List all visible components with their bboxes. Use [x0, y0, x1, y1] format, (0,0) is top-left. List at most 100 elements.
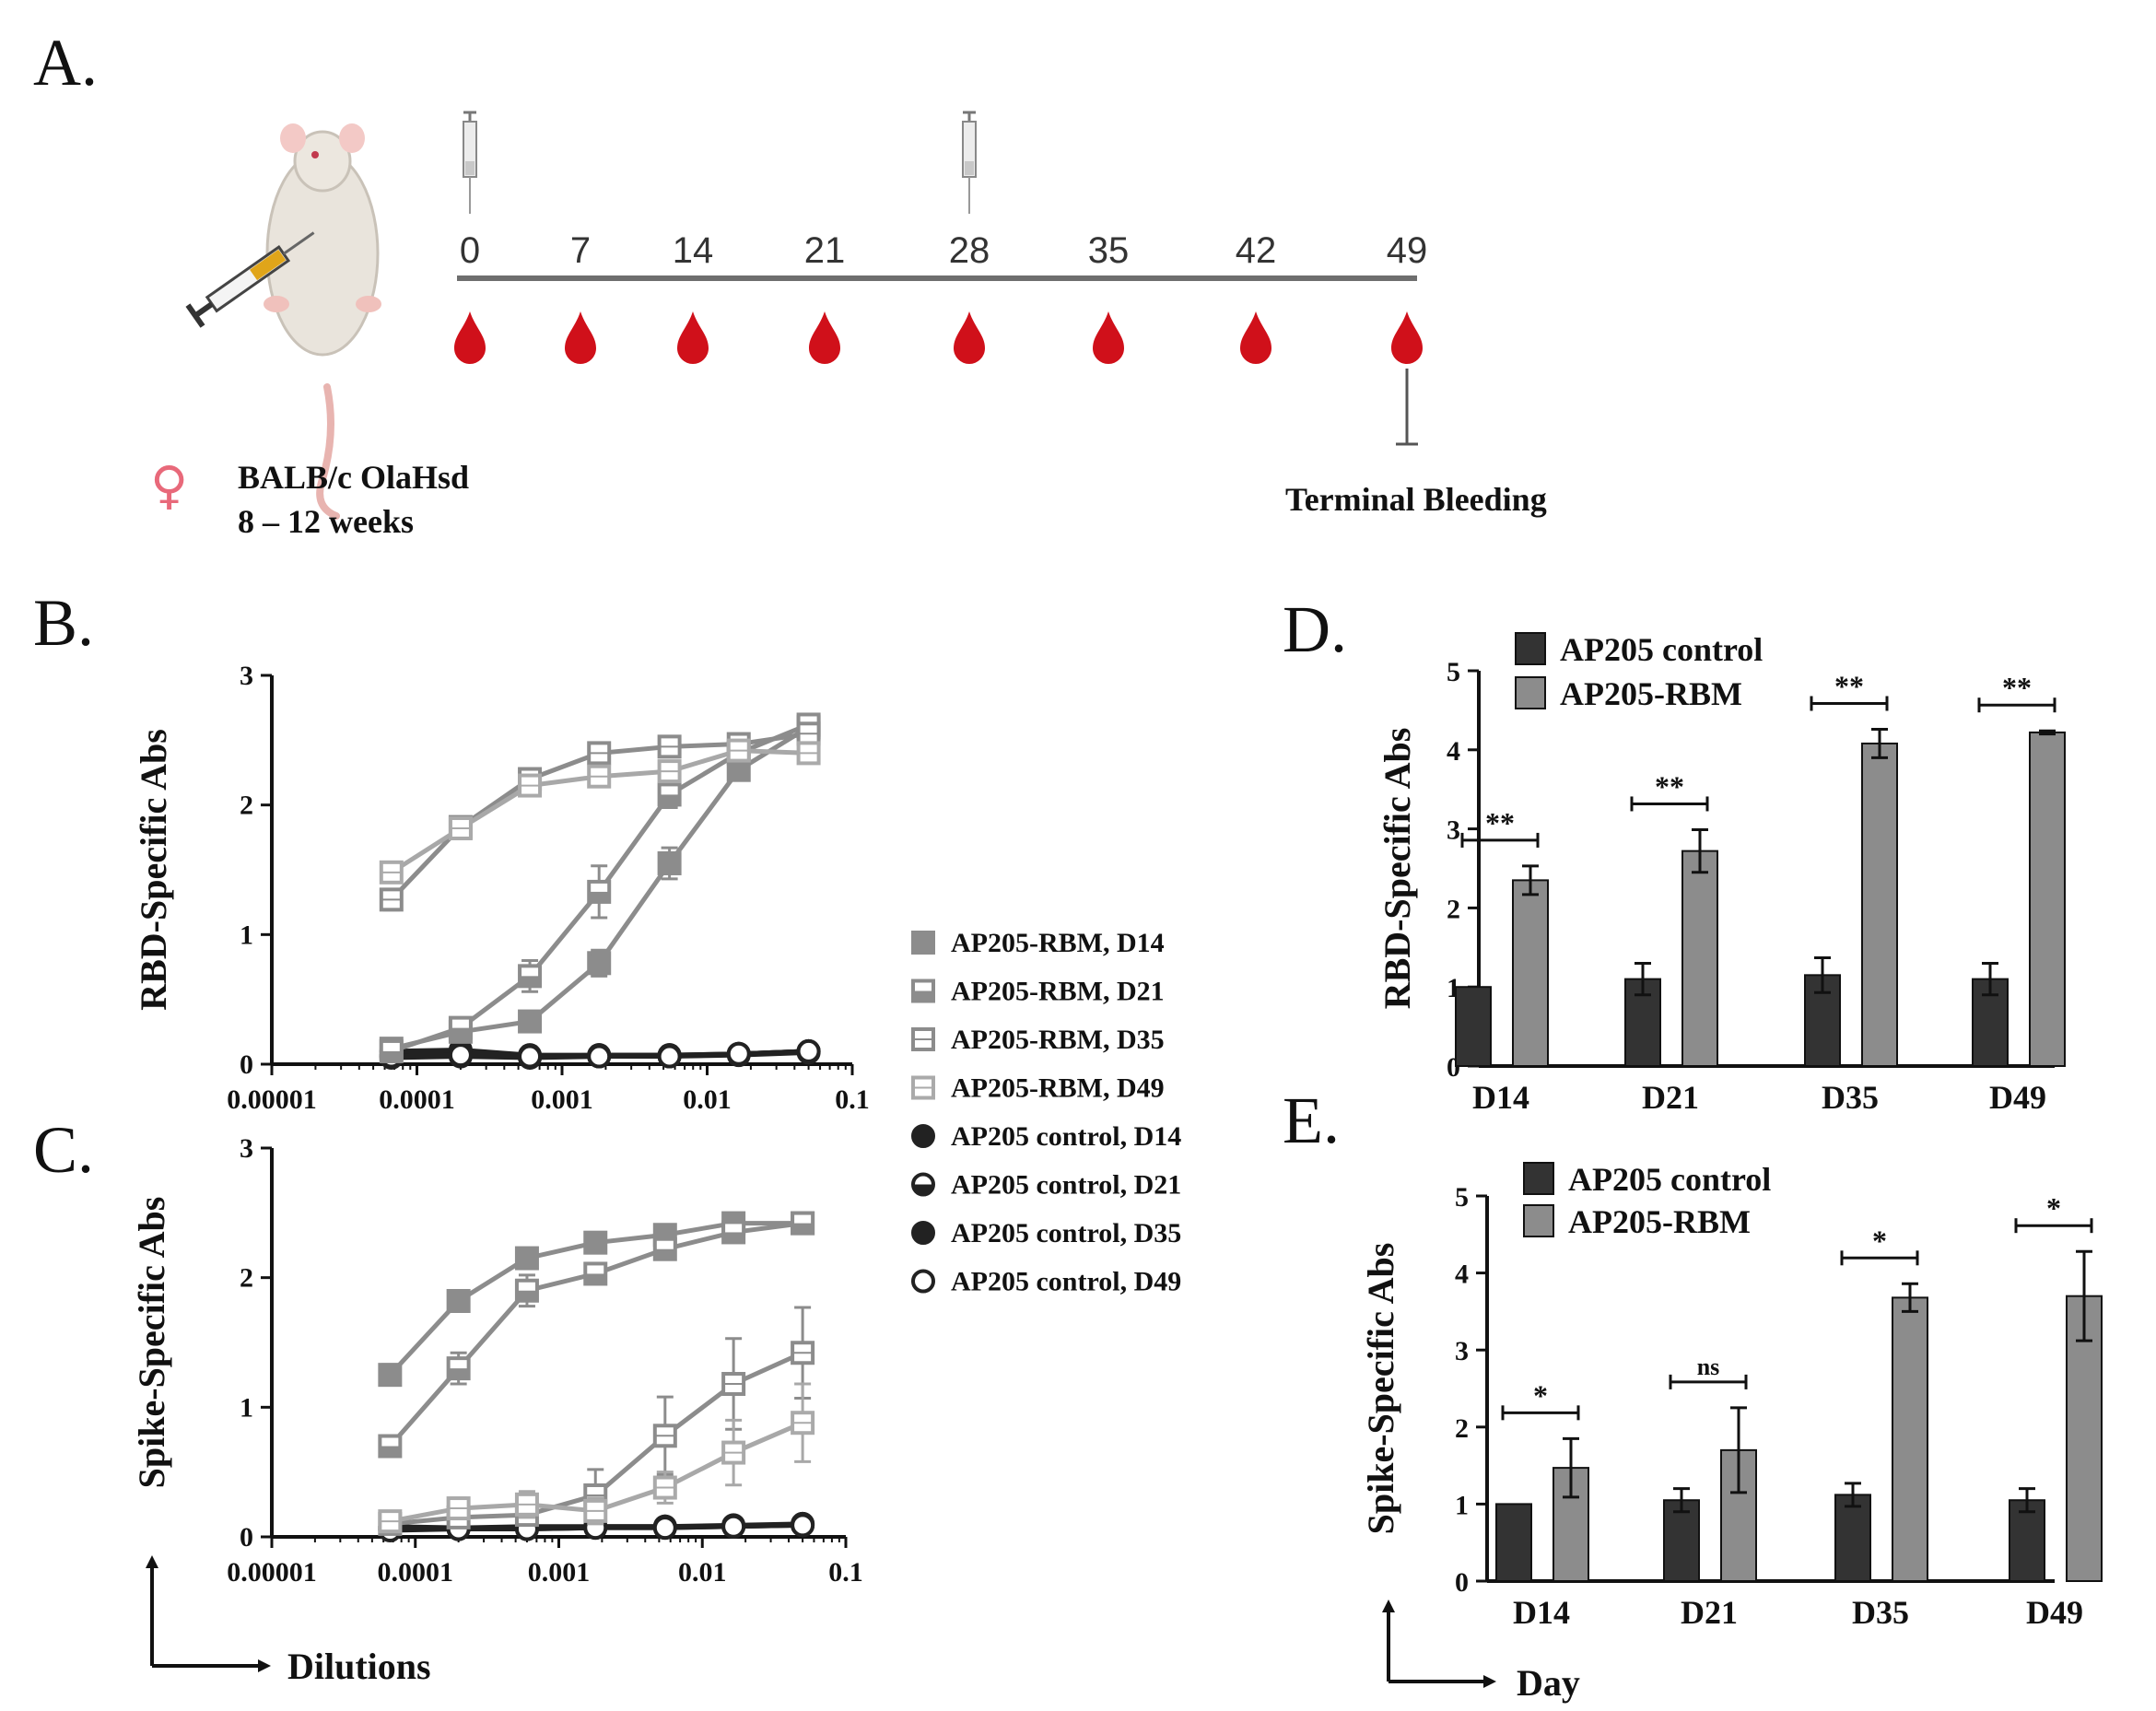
x-tick-label: 0.01 [683, 1084, 732, 1115]
significance-label: * [2046, 1191, 2061, 1225]
data-point [379, 860, 404, 885]
x-tick-label: 0.00001 [227, 1557, 317, 1588]
day-label: Day [1517, 1662, 1580, 1704]
mouse-head [293, 130, 352, 193]
data-point [657, 734, 682, 759]
x-tick-label: 0.00001 [227, 1084, 317, 1115]
legend-marker [911, 1269, 935, 1294]
x-tick-label: 0.0001 [378, 1557, 454, 1588]
y-tick-label: 3 [240, 661, 253, 691]
timeline-day-14: 14 [673, 230, 714, 271]
dilutions-arrow: Dilutions [146, 1555, 431, 1687]
data-point [652, 1424, 677, 1448]
data-point [796, 1038, 821, 1063]
y-tick-label: 0 [240, 1522, 253, 1553]
legend-item: AP205-RBM, D14 [911, 928, 1165, 958]
bar-legend-swatch [1523, 1204, 1554, 1237]
bar-ap205-control [1663, 1499, 1700, 1582]
data-point [726, 1041, 751, 1066]
data-point [721, 1514, 746, 1539]
bar-legend-label: AP205-RBM [1568, 1203, 1751, 1240]
bar-legend-swatch [1515, 632, 1546, 665]
data-point [587, 951, 612, 976]
y-axis-title: Spike-Specific Abs [1360, 1243, 1401, 1535]
y-tick-label: 2 [240, 791, 253, 821]
data-point [796, 741, 821, 766]
data-point [587, 764, 612, 789]
x-tick-label: 0.1 [835, 1084, 870, 1115]
x-tick-label: 0.001 [528, 1557, 591, 1588]
bar-ap205-control [1834, 1494, 1871, 1583]
panel-letter-d: D. [1283, 592, 1347, 666]
data-point [446, 1356, 471, 1381]
timeline-days: 0 7 14 21 28 35 42 49 [460, 230, 1427, 271]
data-point [518, 773, 543, 798]
data-point [721, 1372, 746, 1397]
panel-letter-b: B. [33, 586, 94, 660]
timeline-day-0: 0 [460, 230, 480, 271]
injection-syringe-icon [962, 111, 977, 214]
bar-ap205-rbm [1892, 1296, 1928, 1583]
legend-item: AP205-RBM, D21 [911, 977, 1165, 1007]
y-tick-label: 2 [240, 1263, 253, 1294]
y-tick-label: 3 [1447, 815, 1460, 846]
chart-e: 0 1 2 3 4 5 Spike-Specific Abs AP205 control AP2… [1360, 1161, 2103, 1631]
y-tick-label: 2 [1455, 1413, 1469, 1444]
blood-drop-icon [1093, 311, 1124, 364]
data-point [378, 1434, 403, 1459]
blood-drop-icon [1240, 311, 1271, 364]
y-tick-label: 2 [1447, 894, 1460, 924]
legend-item: AP205-RBM, D49 [911, 1073, 1165, 1104]
bar-ap205-control [2009, 1499, 2045, 1582]
blood-drop-icon [954, 311, 985, 364]
dilutions-label: Dilutions [287, 1646, 431, 1687]
blood-drop-icon [1391, 311, 1423, 364]
legend-label: AP205-RBM, D49 [951, 1073, 1165, 1104]
x-category-label: D35 [1852, 1594, 1909, 1631]
blood-drop-icon [565, 311, 596, 364]
y-axis-title: RBD-Specific Abs [1377, 728, 1418, 1010]
significance-label: ** [1834, 669, 1864, 702]
x-tick-label: 0.001 [531, 1084, 593, 1115]
series-ap205-rbm-d21 [378, 1211, 815, 1459]
mouse-ear-left [280, 123, 306, 153]
blood-drop-icon [454, 311, 486, 364]
blood-drop-icon [809, 311, 840, 364]
data-point [652, 1516, 677, 1541]
significance-label: ** [1485, 806, 1515, 839]
legend-label: AP205 control, D49 [951, 1267, 1181, 1297]
mouse-paw [264, 296, 289, 312]
data-point [721, 1220, 746, 1245]
data-point [446, 1288, 471, 1313]
bar-legend-swatch [1515, 676, 1546, 709]
data-point [514, 1492, 539, 1517]
data-point [791, 1513, 815, 1538]
female-symbol-icon: ♀ [150, 456, 188, 516]
y-tick-label: 4 [1447, 736, 1460, 767]
bar-legend-label: AP205-RBM [1560, 675, 1742, 712]
data-point [583, 1498, 608, 1523]
legend-marker [911, 1221, 935, 1245]
significance-label: ** [1655, 769, 1684, 803]
y-axis-title: RBD-Specific Abs [133, 729, 174, 1011]
data-point [657, 759, 682, 784]
data-point [796, 721, 821, 746]
timeline-day-35: 35 [1088, 230, 1130, 271]
bar-legend-item: AP205 control [1523, 1161, 1771, 1198]
y-tick-label: 3 [1455, 1336, 1469, 1366]
y-tick-label: 0 [240, 1049, 253, 1080]
mouse-illustration [185, 123, 381, 520]
panel-a: A. ♀ BALB/c OlaHsd 8 – 12 weeks 0 7 [33, 26, 1547, 540]
bar-ap205-control [1455, 986, 1492, 1067]
panel-letter-a: A. [33, 26, 98, 100]
legend: AP205-RBM, D14 AP205-RBM, D21 AP205-RBM, D… [911, 928, 1181, 1297]
y-tick-label: 1 [240, 1392, 253, 1423]
bar-ap205-rbm [2029, 731, 2066, 1067]
mouse-ear-right [339, 123, 365, 153]
x-category-label: D14 [1513, 1594, 1570, 1631]
data-point [791, 1341, 815, 1365]
x-category-label: D49 [2026, 1594, 2083, 1631]
data-point [791, 1411, 815, 1436]
timeline-day-28: 28 [949, 230, 990, 271]
series-ap205-rbm-d49 [378, 1382, 815, 1534]
